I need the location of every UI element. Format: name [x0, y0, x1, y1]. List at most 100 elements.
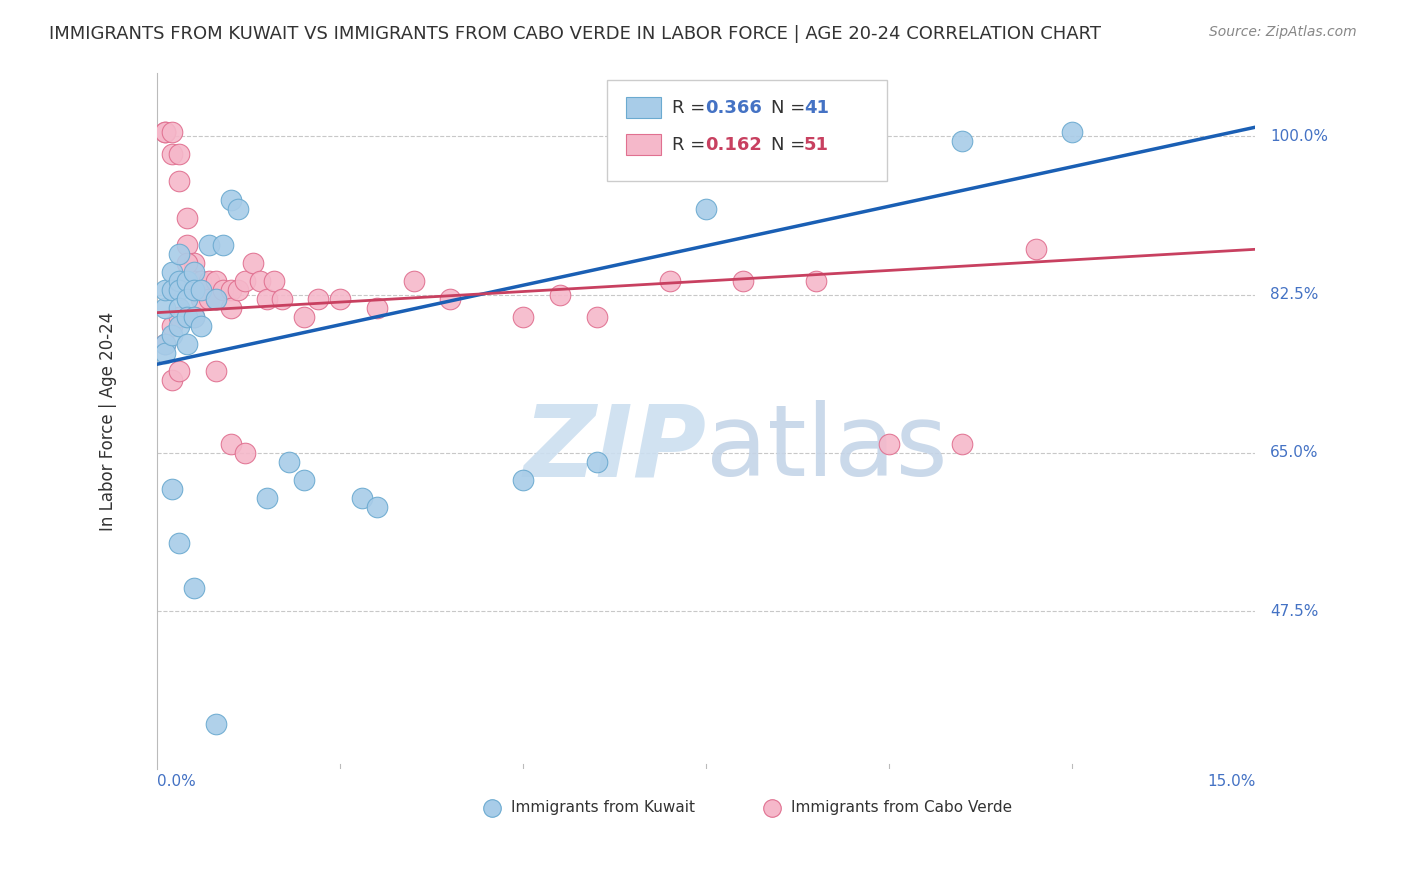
Point	[176, 292, 198, 306]
Point	[242, 256, 264, 270]
Text: N =: N =	[770, 99, 811, 117]
FancyBboxPatch shape	[626, 97, 661, 119]
Point	[183, 256, 205, 270]
Text: Source: ZipAtlas.com: Source: ZipAtlas.com	[1209, 25, 1357, 39]
Point	[153, 301, 176, 315]
Point	[169, 536, 191, 550]
Point	[804, 274, 827, 288]
Point	[256, 292, 278, 306]
Point	[366, 500, 388, 514]
Point	[292, 473, 315, 487]
Point	[160, 328, 183, 343]
Point	[169, 301, 191, 315]
Point	[160, 265, 183, 279]
Point	[585, 455, 607, 469]
Point	[292, 310, 315, 325]
Point	[169, 274, 191, 288]
Point	[205, 717, 228, 731]
Point	[270, 292, 292, 306]
Point	[176, 274, 198, 288]
Point	[1062, 125, 1084, 139]
Point	[548, 287, 571, 301]
Point	[176, 211, 198, 225]
Point	[190, 274, 212, 288]
Point	[160, 147, 183, 161]
Point	[233, 274, 256, 288]
Text: R =: R =	[672, 99, 711, 117]
Point	[877, 436, 900, 450]
Point	[226, 283, 249, 297]
Point	[219, 436, 242, 450]
Point	[512, 473, 534, 487]
Point	[190, 292, 212, 306]
Point	[439, 292, 461, 306]
Point	[952, 436, 974, 450]
Point	[219, 193, 242, 207]
Text: atlas: atlas	[706, 401, 948, 498]
Point	[153, 337, 176, 351]
Point	[169, 319, 191, 334]
Point	[366, 301, 388, 315]
Point	[197, 292, 219, 306]
Point	[658, 274, 681, 288]
Point	[183, 310, 205, 325]
Point	[219, 301, 242, 315]
Point	[205, 274, 228, 288]
Text: 0.162: 0.162	[706, 136, 762, 153]
Point	[329, 292, 352, 306]
Point	[183, 582, 205, 596]
Point	[585, 310, 607, 325]
Point	[183, 310, 205, 325]
Text: 82.5%: 82.5%	[1270, 287, 1319, 302]
Point	[169, 247, 191, 261]
Point	[512, 310, 534, 325]
Text: Immigrants from Kuwait: Immigrants from Kuwait	[510, 800, 695, 815]
Point	[695, 202, 717, 216]
Point	[263, 274, 285, 288]
Text: Immigrants from Cabo Verde: Immigrants from Cabo Verde	[790, 800, 1012, 815]
Text: In Labor Force | Age 20-24: In Labor Force | Age 20-24	[98, 311, 117, 531]
Point	[352, 491, 374, 505]
Point	[256, 491, 278, 505]
Point	[278, 455, 301, 469]
Point	[205, 292, 228, 306]
Point	[183, 265, 205, 279]
Point	[169, 174, 191, 188]
Text: 47.5%: 47.5%	[1270, 604, 1319, 618]
Point	[307, 292, 329, 306]
Point	[160, 374, 183, 388]
Point	[197, 237, 219, 252]
Text: 51: 51	[804, 136, 830, 153]
Point	[402, 274, 425, 288]
Point	[169, 147, 191, 161]
Point	[183, 283, 205, 297]
Text: R =: R =	[672, 136, 711, 153]
Point	[205, 292, 228, 306]
FancyBboxPatch shape	[626, 135, 661, 155]
Point	[160, 319, 183, 334]
Text: N =: N =	[770, 136, 811, 153]
Point	[153, 125, 176, 139]
Point	[952, 134, 974, 148]
FancyBboxPatch shape	[607, 80, 887, 181]
Point	[176, 256, 198, 270]
Point	[153, 125, 176, 139]
Point	[160, 125, 183, 139]
Point	[169, 283, 191, 297]
Point	[176, 310, 198, 325]
Text: 100.0%: 100.0%	[1270, 128, 1327, 144]
Point	[226, 202, 249, 216]
Point	[153, 283, 176, 297]
Point	[804, 152, 827, 166]
Point	[153, 346, 176, 360]
Point	[190, 319, 212, 334]
Point	[731, 274, 754, 288]
Point	[212, 283, 235, 297]
Text: IMMIGRANTS FROM KUWAIT VS IMMIGRANTS FROM CABO VERDE IN LABOR FORCE | AGE 20-24 : IMMIGRANTS FROM KUWAIT VS IMMIGRANTS FRO…	[49, 25, 1101, 43]
Point	[153, 337, 176, 351]
Text: 0.0%: 0.0%	[157, 773, 197, 789]
Point	[176, 237, 198, 252]
Point	[212, 237, 235, 252]
Point	[1025, 243, 1047, 257]
Text: 0.366: 0.366	[706, 99, 762, 117]
